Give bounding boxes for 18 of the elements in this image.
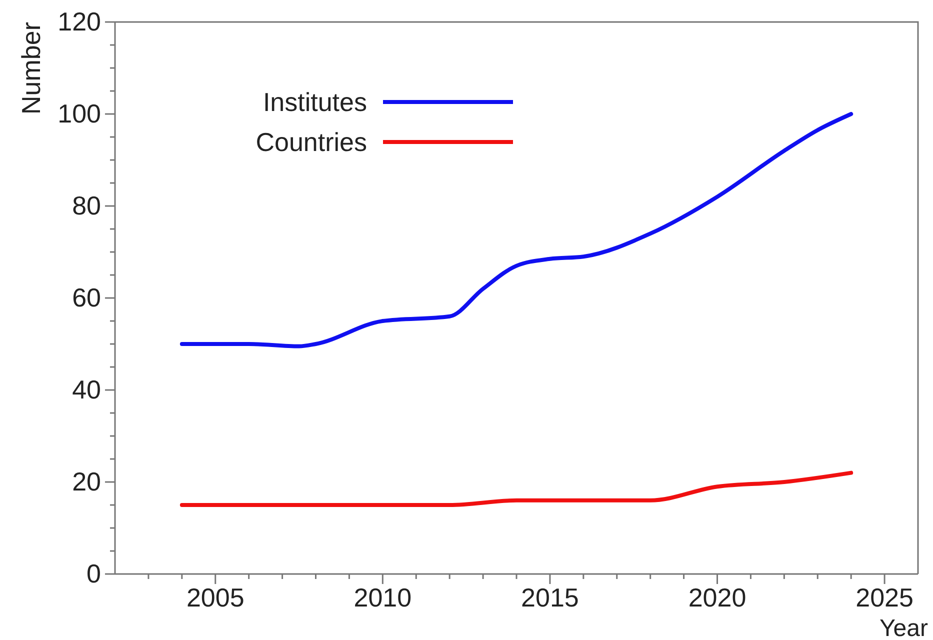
- line-series: [180, 112, 854, 348]
- x-tick-label: 2020: [688, 582, 746, 612]
- x-tick-label: 2010: [354, 582, 412, 612]
- y-tick-label: 20: [72, 466, 101, 496]
- y-tick-label: 40: [72, 374, 101, 404]
- legend-label: Countries: [256, 127, 367, 158]
- y-tick-label: 80: [72, 190, 101, 220]
- legend-label: Institutes: [262, 87, 367, 118]
- x-axis-title: Year: [880, 615, 928, 640]
- x-tick-label: 2015: [521, 582, 579, 612]
- y-axis-title: Number: [16, 22, 46, 114]
- y-tick-label: 100: [58, 98, 101, 128]
- x-tick-label: 2005: [186, 582, 244, 612]
- y-tick-label: 0: [86, 558, 101, 588]
- y-tick-label: 60: [72, 282, 101, 312]
- y-tick-label: 120: [58, 6, 101, 36]
- x-tick-label: 2025: [856, 582, 914, 612]
- line-series: [180, 470, 854, 507]
